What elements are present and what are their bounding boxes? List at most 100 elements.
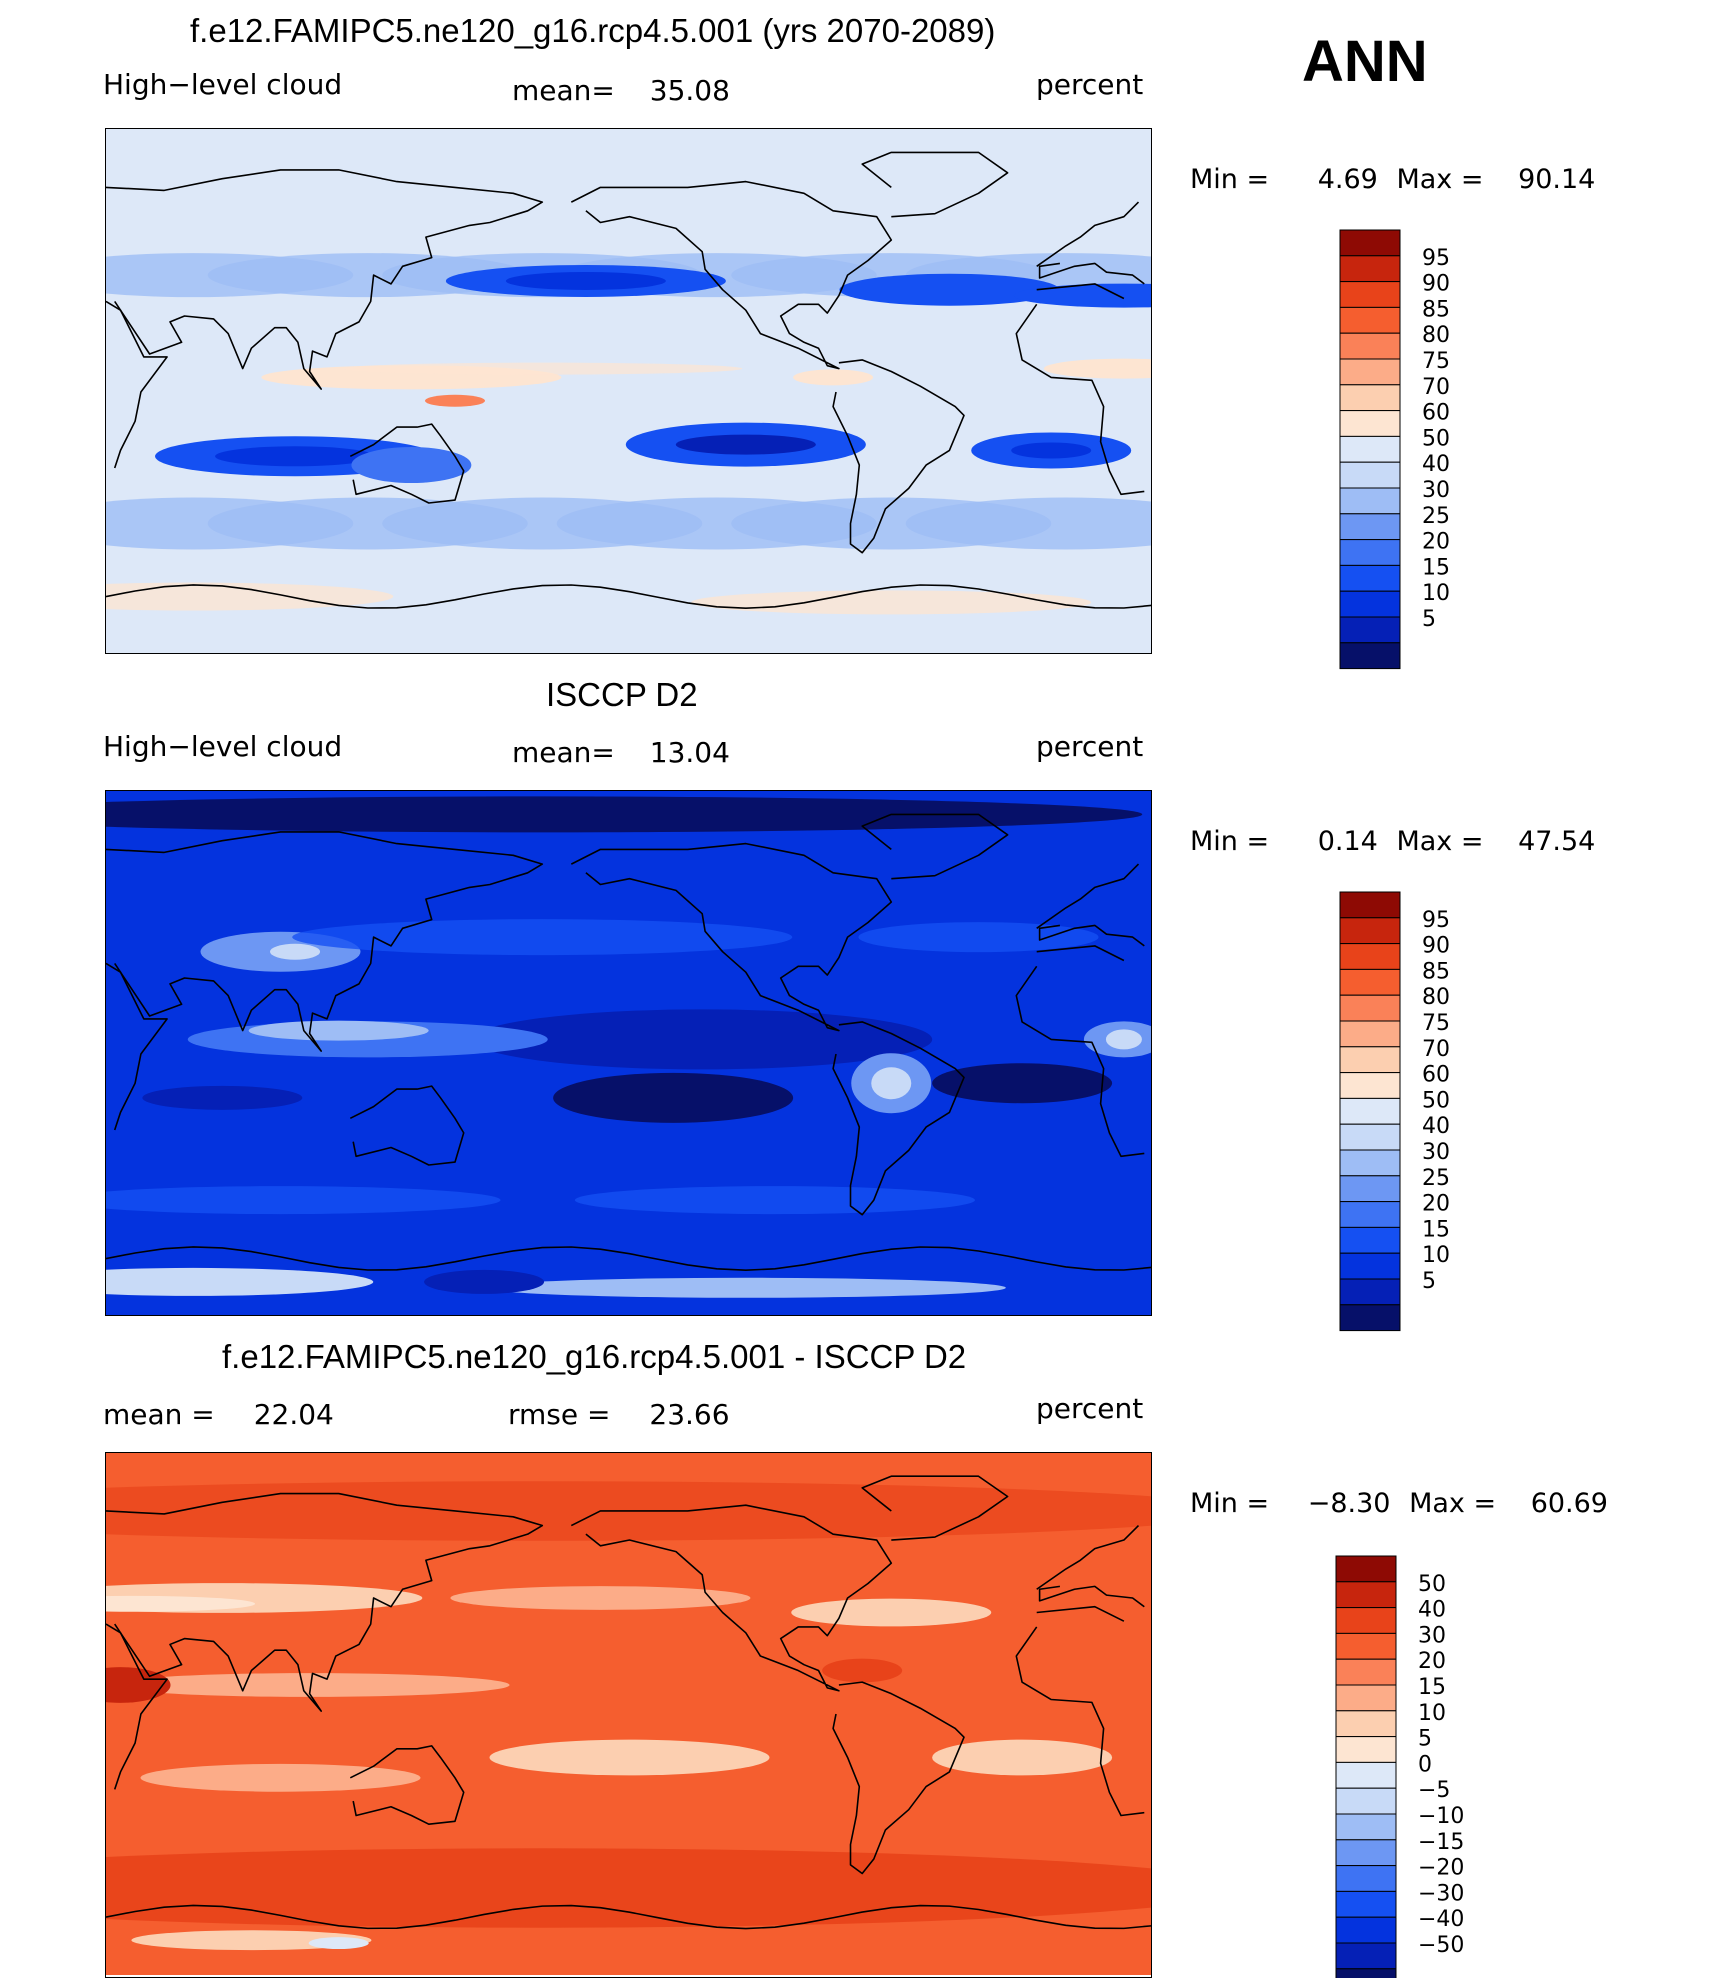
- colorbar-box: [1339, 1097, 1401, 1125]
- min-value: −8.30: [1307, 1488, 1391, 1519]
- colorbar-box: [1335, 1890, 1397, 1918]
- colorbar-box: [1339, 1149, 1401, 1177]
- coastline: [349, 423, 465, 504]
- coastline: [570, 842, 893, 1032]
- mean-label-text: mean =: [103, 1398, 215, 1431]
- field-region: [106, 1595, 256, 1612]
- colorbar-box: [1335, 1607, 1397, 1634]
- panel-title: ISCCP D2: [546, 676, 698, 713]
- coastline: [1036, 945, 1125, 962]
- colorbar-box: [1339, 1201, 1401, 1228]
- mean-label-text: mean=: [512, 74, 615, 107]
- colorbar-box: [1335, 1865, 1397, 1892]
- coastline: [1036, 863, 1140, 929]
- coastline-antarctica: [106, 584, 1151, 610]
- coastline: [106, 831, 544, 1052]
- field-region: [106, 582, 394, 611]
- coastline: [570, 180, 893, 370]
- colorbar-box: [1339, 1304, 1401, 1332]
- colorbar-tick-label: 30: [1422, 1140, 1450, 1165]
- field-region: [1013, 283, 1151, 308]
- field-region: [485, 1277, 1006, 1298]
- coastline: [832, 1021, 965, 1216]
- coastline: [113, 962, 168, 1131]
- coastline: [1015, 303, 1145, 496]
- field-region: [553, 1072, 794, 1123]
- colorbar-box: [1335, 1710, 1397, 1738]
- panel-title: f.e12.FAMIPC5.ne120_g16.rcp4.5.001 (yrs …: [190, 12, 996, 49]
- coastline: [1038, 262, 1145, 285]
- field-region: [472, 1009, 933, 1070]
- field-region: [871, 1067, 912, 1100]
- colorbar-box: [1339, 358, 1401, 386]
- colorbar-box: [1339, 332, 1401, 360]
- min-value: 4.69: [1317, 164, 1378, 195]
- field-region: [425, 394, 485, 407]
- mean-label: mean= 35.08: [512, 74, 730, 107]
- colorbar-box: [1335, 1761, 1397, 1789]
- field-map: [106, 791, 1151, 1315]
- rmse-label-text: rmse =: [508, 1398, 611, 1431]
- max-label: Max =: [1396, 826, 1484, 857]
- colorbar-box: [1339, 306, 1401, 334]
- colorbar-box: [1339, 281, 1401, 308]
- field-map: [106, 1453, 1151, 1975]
- coastline: [113, 300, 168, 469]
- units-label: percent: [1036, 68, 1144, 101]
- max-label: Max =: [1396, 164, 1484, 195]
- coastline: [1036, 201, 1140, 267]
- colorbar-tick-label: 15: [1418, 1675, 1446, 1700]
- colorbar-box: [1339, 564, 1401, 592]
- colorbar-tick-label: 90: [1422, 934, 1450, 959]
- colorbar-box: [1339, 1252, 1401, 1280]
- colorbar-tick-label: 5: [1418, 1727, 1432, 1752]
- rmse-value: 23.66: [649, 1398, 730, 1431]
- colorbar-tick-label: −20: [1418, 1856, 1464, 1881]
- colorbar-box: [1339, 1046, 1401, 1074]
- coastline: [1038, 1585, 1145, 1608]
- colorbar-tick-label: 30: [1422, 478, 1450, 503]
- colorbar-box: [1335, 1736, 1397, 1763]
- colorbar-tick-label: 80: [1422, 323, 1450, 348]
- colorbar-box: [1339, 487, 1401, 515]
- colorbar-tick-label: 25: [1422, 1166, 1450, 1191]
- colorbar-box: [1335, 1684, 1397, 1712]
- mean-value: 35.08: [649, 74, 730, 107]
- map-panel-diff: [105, 1452, 1152, 1978]
- colorbar-tick-label: 50: [1422, 1088, 1450, 1113]
- min-label: Min =: [1190, 164, 1270, 195]
- field-region: [106, 1848, 1151, 1928]
- variable-label: High−level cloud: [103, 68, 343, 101]
- colorbar-tick-label: −50: [1418, 1933, 1464, 1958]
- coastline: [1038, 924, 1145, 947]
- diff-mean-label: mean = 22.04: [103, 1398, 334, 1431]
- panel-title: f.e12.FAMIPC5.ne120_g16.rcp4.5.001 - ISC…: [222, 1338, 967, 1375]
- colorbar-box: [1339, 1278, 1401, 1306]
- field-region: [691, 590, 1092, 615]
- mean-label: mean= 13.04: [512, 736, 730, 769]
- coastline: [113, 1623, 168, 1790]
- colorbar-box: [1335, 1632, 1397, 1660]
- colorbar-tick-label: 15: [1422, 555, 1450, 580]
- mean-value: 13.04: [649, 736, 730, 769]
- colorbar-tick-label: 95: [1422, 908, 1450, 933]
- map-panel-model: [105, 128, 1152, 654]
- field-background: [106, 129, 1151, 653]
- colorbar-box: [1339, 435, 1401, 463]
- coastline-antarctica: [106, 1904, 1151, 1930]
- min-label: Min =: [1190, 1488, 1270, 1519]
- colorbar-box: [1335, 1787, 1397, 1815]
- colorbar-tick-label: 80: [1422, 985, 1450, 1010]
- field-region: [106, 1186, 501, 1215]
- field-region: [140, 1763, 421, 1792]
- colorbar-box: [1339, 539, 1401, 566]
- max-value: 90.14: [1518, 164, 1596, 195]
- field-region: [342, 362, 743, 375]
- coastline: [570, 1504, 893, 1692]
- colorbar-box: [1339, 917, 1401, 945]
- map-panel-obs: [105, 790, 1152, 1316]
- field-region: [791, 1598, 992, 1627]
